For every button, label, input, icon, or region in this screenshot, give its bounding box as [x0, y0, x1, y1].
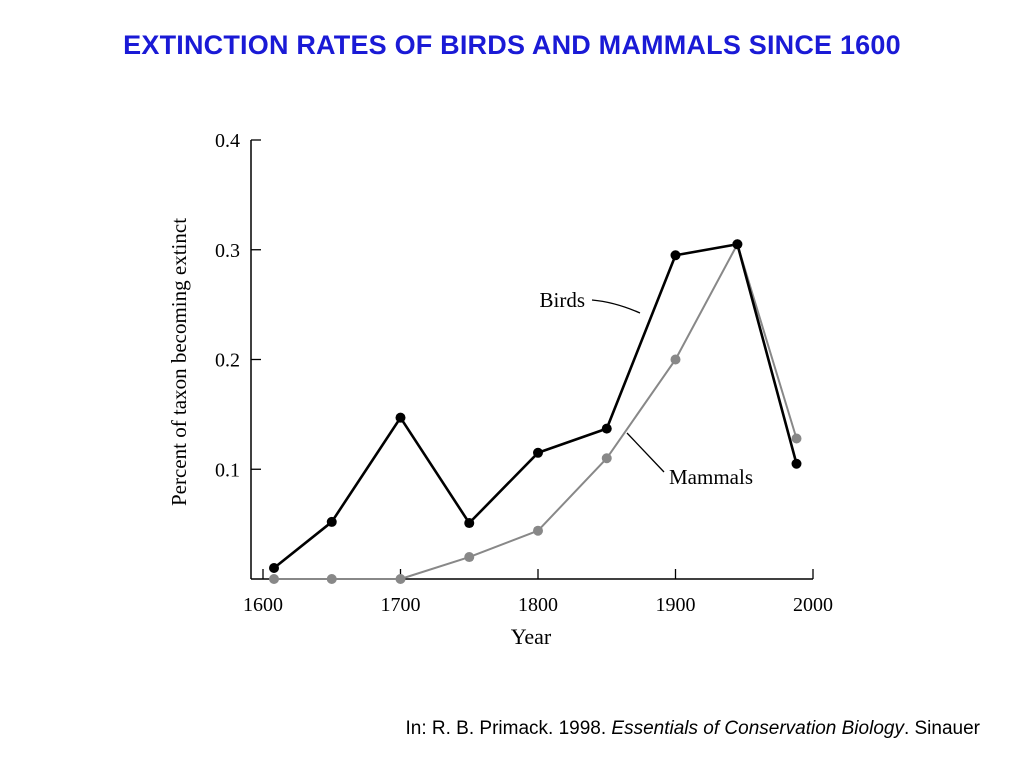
mammals-data-point: [395, 574, 406, 584]
birds-series-label: Birds: [539, 288, 585, 312]
birds-data-point: [732, 239, 743, 250]
mammals-series-label: Mammals: [669, 465, 753, 489]
mammals-data-point: [533, 525, 543, 536]
mammals-data-point: [464, 552, 475, 563]
y-tick-label: 0.3: [215, 240, 240, 262]
chart-axes: [250, 140, 813, 580]
chart-series-points: [269, 239, 802, 584]
x-tick-label: 1700: [381, 594, 421, 616]
birds-data-point: [533, 447, 543, 458]
birds-data-point: [269, 563, 279, 574]
mammals-data-point: [269, 574, 279, 584]
mammals-data-point: [670, 354, 681, 365]
y-tick-label: 0.2: [215, 350, 240, 372]
citation-suffix: . Sinauer: [903, 718, 980, 739]
x-tick-label: 1900: [656, 594, 696, 616]
birds-data-point: [670, 250, 681, 261]
x-tick-label: 1600: [243, 594, 283, 616]
y-axis-label: Percent of taxon becoming extinct: [167, 218, 191, 506]
birds-data-point: [326, 516, 337, 527]
mammals-leader-line: [626, 432, 665, 473]
birds-data-point: [601, 423, 612, 434]
slide-title: EXTINCTION RATES OF BIRDS AND MAMMALS SI…: [123, 30, 901, 60]
birds-data-point: [791, 458, 802, 469]
birds-data-point: [464, 518, 475, 529]
x-axis-label: Year: [511, 624, 552, 649]
birds-leader-line: [591, 299, 641, 314]
x-tick-label: 2000: [793, 594, 833, 616]
birds-series-line: [273, 242, 798, 570]
mammals-data-point: [601, 453, 612, 464]
y-tick-label: 0.1: [215, 459, 240, 481]
birds-data-point: [395, 412, 406, 423]
chart-annotations: Birds Mammals: [539, 288, 753, 489]
citation: In: R. B. Primack. 1998. Essentials of C…: [405, 718, 980, 740]
chart-ticks: 0.1 0.2 0.3 0.4 1600 1700 1800 1900 2000: [215, 130, 833, 616]
mammals-data-point: [326, 574, 337, 584]
y-tick-label: 0.4: [215, 130, 240, 152]
citation-book: Essentials of Conservation Biology: [611, 718, 904, 739]
mammals-data-point: [791, 433, 802, 444]
x-tick-label: 1800: [518, 594, 558, 616]
citation-prefix: In: R. B. Primack. 1998.: [405, 718, 612, 739]
